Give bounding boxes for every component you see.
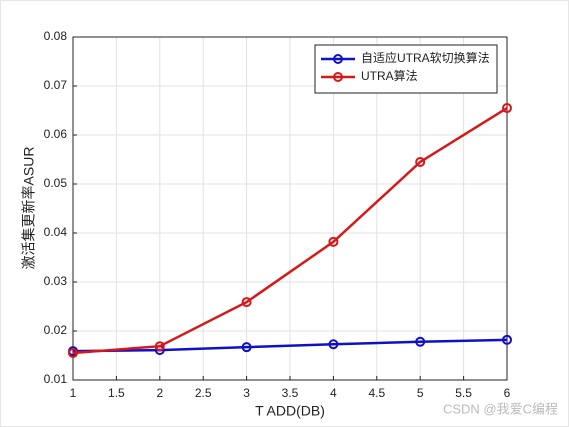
x-tick-label: 2 — [156, 386, 163, 400]
watermark: CSDN @我爱C编程 — [443, 401, 558, 416]
point-marker — [241, 342, 252, 353]
x-tick-label: 6 — [504, 386, 511, 400]
y-tick-label: 0.06 — [44, 127, 68, 141]
point-marker — [241, 297, 252, 308]
x-tick-label: 2.5 — [195, 386, 212, 400]
point-marker — [328, 339, 339, 350]
x-tick-label: 3 — [243, 386, 250, 400]
x-tick-label: 3.5 — [282, 386, 299, 400]
point-marker — [415, 156, 426, 167]
point-marker — [502, 334, 512, 345]
legend-marker — [333, 54, 343, 64]
point-marker — [415, 336, 426, 347]
point-marker — [328, 236, 339, 247]
point-marker — [154, 341, 165, 352]
x-tick-label: 4.5 — [368, 386, 385, 400]
y-tick-label: 0.07 — [44, 78, 68, 92]
x-tick-label: 1 — [70, 386, 77, 400]
y-tick-label: 0.01 — [44, 372, 68, 386]
y-tick-label: 0.02 — [44, 323, 68, 337]
legend-label: UTRA算法 — [361, 68, 418, 83]
y-axis-label: 激活集更新率ASUR — [21, 147, 37, 270]
point-marker — [68, 348, 78, 359]
y-tick-label: 0.04 — [44, 225, 68, 239]
y-tick-label: 0.05 — [44, 176, 68, 190]
legend-marker — [333, 72, 343, 82]
series-line — [72, 338, 508, 353]
y-tick-label: 0.08 — [44, 29, 68, 43]
x-tick-label: 4 — [330, 386, 337, 400]
legend-label: 自适应UTRA软切换算法 — [361, 50, 490, 65]
y-tick-label: 0.03 — [44, 274, 68, 288]
plot-frame — [72, 36, 508, 381]
legend-box — [314, 44, 498, 94]
x-tick-label: 5.5 — [455, 386, 472, 400]
x-tick-label: 1.5 — [108, 386, 125, 400]
x-axis-label: T ADD(DB) — [255, 403, 325, 419]
point-marker — [502, 103, 512, 114]
x-tick-label: 5 — [417, 386, 424, 400]
series-line — [72, 106, 508, 355]
